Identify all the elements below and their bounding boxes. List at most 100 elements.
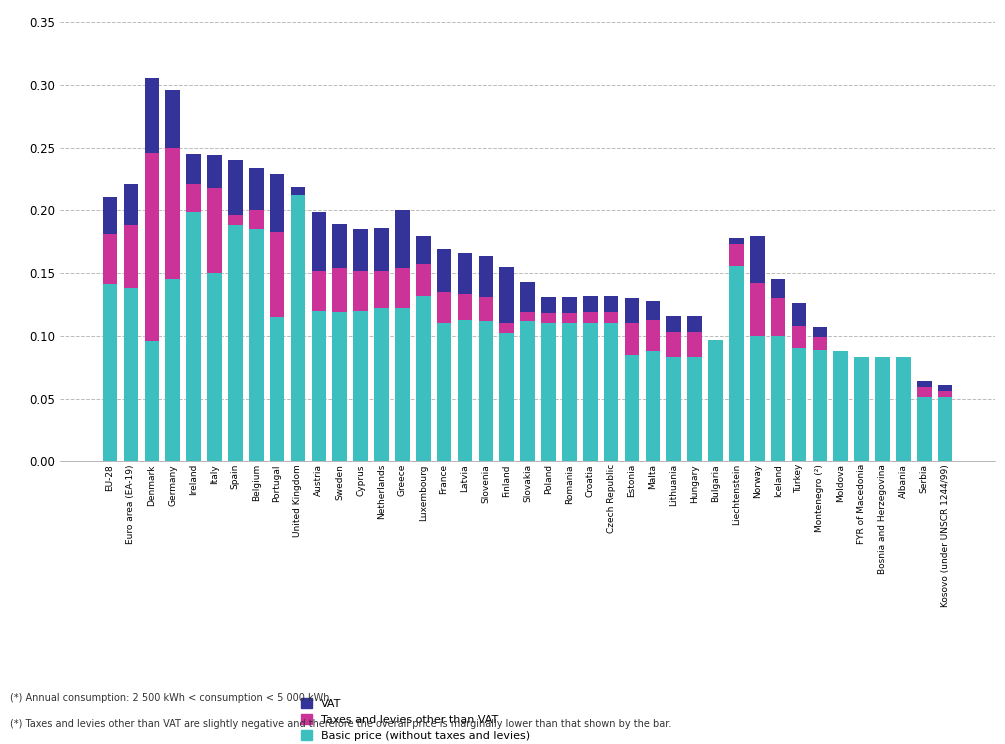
Bar <box>416 295 430 461</box>
Bar <box>917 397 932 461</box>
Bar <box>124 288 139 461</box>
Bar <box>583 312 598 324</box>
Bar <box>729 244 744 266</box>
Bar <box>374 228 389 271</box>
Bar <box>354 271 368 311</box>
Bar <box>269 174 284 232</box>
Bar <box>374 271 389 308</box>
Bar <box>625 324 639 355</box>
Bar <box>750 283 765 336</box>
Bar <box>103 234 118 284</box>
Bar <box>750 236 765 283</box>
Bar <box>938 391 953 397</box>
Bar <box>896 357 911 461</box>
Bar <box>186 184 201 212</box>
Bar <box>207 273 222 461</box>
Bar <box>813 337 827 350</box>
Bar <box>521 312 535 321</box>
Bar <box>666 315 681 332</box>
Bar <box>542 297 556 313</box>
Bar <box>521 321 535 461</box>
Bar <box>583 324 598 461</box>
Bar <box>478 297 493 321</box>
Bar <box>709 339 723 461</box>
Legend: VAT, Taxes and levies other than VAT, Basic price (without taxes and levies): VAT, Taxes and levies other than VAT, Ba… <box>297 695 534 744</box>
Bar <box>290 196 306 461</box>
Bar <box>228 216 242 225</box>
Bar <box>124 184 139 225</box>
Bar <box>124 225 139 288</box>
Bar <box>333 268 347 312</box>
Bar <box>666 332 681 357</box>
Bar <box>145 341 159 461</box>
Bar <box>457 295 472 320</box>
Text: (*) Annual consumption: 2 500 kWh < consumption < 5 000 kWh.: (*) Annual consumption: 2 500 kWh < cons… <box>10 693 333 703</box>
Bar <box>521 282 535 312</box>
Bar <box>604 295 618 312</box>
Bar <box>687 357 701 461</box>
Bar <box>687 332 701 357</box>
Bar <box>207 188 222 273</box>
Bar <box>457 253 472 295</box>
Bar <box>645 301 660 320</box>
Bar <box>354 229 368 271</box>
Bar <box>145 153 159 341</box>
Bar <box>207 155 222 188</box>
Bar <box>813 350 827 461</box>
Bar <box>499 333 514 461</box>
Bar <box>917 388 932 397</box>
Bar <box>312 212 327 271</box>
Bar <box>103 196 118 234</box>
Bar <box>290 187 306 196</box>
Bar <box>938 397 953 461</box>
Bar <box>854 357 869 461</box>
Bar <box>499 267 514 324</box>
Bar <box>416 236 430 264</box>
Bar <box>478 321 493 461</box>
Bar <box>166 90 180 148</box>
Bar <box>917 381 932 388</box>
Bar <box>395 308 410 461</box>
Bar <box>437 249 451 292</box>
Bar <box>687 315 701 332</box>
Bar <box>269 232 284 317</box>
Bar <box>437 324 451 461</box>
Bar <box>562 297 577 313</box>
Bar <box>604 324 618 461</box>
Bar <box>228 160 242 216</box>
Bar <box>186 154 201 184</box>
Bar <box>145 77 159 153</box>
Bar <box>666 357 681 461</box>
Bar <box>542 324 556 461</box>
Bar <box>269 317 284 461</box>
Bar <box>729 266 744 461</box>
Bar <box>499 324 514 333</box>
Bar <box>813 327 827 337</box>
Bar <box>333 224 347 268</box>
Bar <box>312 311 327 461</box>
Bar <box>729 238 744 244</box>
Bar <box>562 313 577 324</box>
Bar <box>478 256 493 297</box>
Bar <box>457 320 472 461</box>
Bar <box>625 298 639 324</box>
Bar <box>228 225 242 461</box>
Bar <box>395 268 410 308</box>
Bar <box>792 304 806 326</box>
Bar <box>625 355 639 461</box>
Bar <box>771 336 786 461</box>
Bar <box>875 357 889 461</box>
Bar <box>792 348 806 461</box>
Bar <box>583 295 598 312</box>
Bar <box>103 284 118 461</box>
Bar <box>333 312 347 461</box>
Text: (*) Taxes and levies other than VAT are slightly negative and therefore the over: (*) Taxes and levies other than VAT are … <box>10 719 671 729</box>
Bar <box>166 148 180 280</box>
Bar <box>249 168 263 211</box>
Bar <box>416 264 430 295</box>
Bar <box>437 292 451 324</box>
Bar <box>542 313 556 324</box>
Bar <box>312 271 327 311</box>
Bar <box>249 211 263 229</box>
Bar <box>833 351 848 461</box>
